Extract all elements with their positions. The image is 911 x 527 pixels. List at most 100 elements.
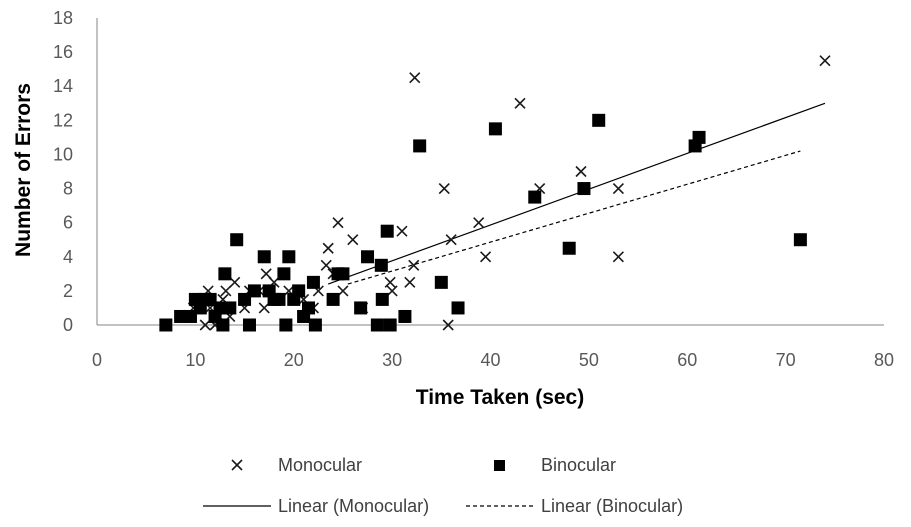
y-tick-label: 2: [63, 281, 73, 301]
monocular-point-stroke: [384, 276, 396, 288]
legend-item-linear-binocular: Linear (Binocular): [466, 496, 683, 516]
monocular-point: [384, 276, 396, 288]
binocular-point: [223, 301, 237, 315]
monocular-point-stroke: [260, 268, 272, 280]
monocular-point-stroke: [442, 319, 454, 331]
binocular-point: [451, 301, 465, 315]
monocular-point-stroke: [199, 319, 211, 331]
binocular-point: [272, 292, 286, 306]
monocular-point-stroke: [298, 293, 310, 305]
x-tick-label: 70: [776, 350, 796, 370]
y-axis-title: Number of Errors: [12, 83, 35, 257]
y-tick-label: 8: [63, 179, 73, 199]
monocular-point-stroke: [404, 276, 416, 288]
legend-monocular-label: Monocular: [278, 455, 362, 475]
monocular-point-stroke: [480, 251, 492, 263]
monocular-point: [473, 217, 485, 229]
binocular-point: [218, 267, 232, 281]
monocular-point: [322, 242, 334, 254]
monocular-point: [396, 225, 408, 237]
monocular-point: [320, 259, 332, 271]
y-tick-label: 12: [53, 110, 73, 130]
y-tick-label: 10: [53, 144, 73, 164]
monocular-point-stroke: [575, 165, 587, 178]
binocular-point: [292, 284, 306, 298]
monocular-point-stroke: [386, 285, 398, 297]
chart-axes: [96, 18, 884, 326]
legend: Monocular Binocular Linear (Monocular) L…: [203, 455, 683, 516]
y-tick-label: 18: [53, 8, 73, 28]
binocular-point: [183, 309, 197, 323]
binocular-point: [375, 292, 389, 306]
binocular-point: [242, 318, 256, 332]
legend-item-binocular: Binocular: [494, 455, 616, 475]
legend-monocular-marker-stroke: [231, 459, 243, 471]
binocular-point: [336, 267, 350, 281]
x-tick-label: 30: [382, 350, 402, 370]
x-tick-label: 0: [92, 350, 102, 370]
monocular-point: [404, 276, 416, 288]
monocular-point: [337, 285, 349, 297]
binocular-point: [398, 309, 412, 323]
binocular-point: [592, 113, 606, 127]
y-tick-label: 14: [53, 76, 73, 96]
monocular-point: [514, 97, 526, 109]
monocular-point-stroke: [229, 276, 241, 288]
binocular-point: [203, 292, 217, 306]
binocular-point: [282, 250, 296, 264]
monocular-point: [480, 251, 492, 263]
binocular-point: [692, 130, 706, 144]
monocular-point-stroke: [514, 97, 526, 109]
x-tick-label: 60: [677, 350, 697, 370]
binocular-point: [577, 182, 591, 196]
monocular-point: [438, 182, 450, 195]
binocular-point: [257, 250, 271, 264]
binocular-point: [374, 258, 388, 272]
legend-binocular-label: Binocular: [541, 455, 616, 475]
monocular-point-stroke: [258, 302, 270, 314]
monocular-point-stroke: [819, 55, 831, 67]
binocular-point: [354, 301, 368, 315]
monocular-point-stroke: [612, 182, 624, 195]
binocular-point: [159, 318, 173, 332]
monocular-point-stroke: [438, 182, 450, 195]
monocular-point-stroke: [408, 259, 420, 271]
binocular-point: [238, 292, 252, 306]
x-tick-label: 20: [284, 350, 304, 370]
y-tick-label: 0: [63, 315, 73, 335]
trendline-binocular: [347, 150, 801, 285]
monocular-point: [199, 319, 211, 331]
monocular-point: [258, 302, 270, 314]
monocular-point-stroke: [396, 225, 408, 237]
binocular-point: [302, 301, 316, 315]
data-markers: [159, 55, 831, 332]
monocular-point-stroke: [445, 234, 457, 246]
binocular-point: [413, 139, 427, 153]
monocular-point-stroke: [337, 285, 349, 297]
monocular-point-stroke: [320, 259, 332, 271]
monocular-point: [229, 276, 241, 288]
monocular-point: [332, 217, 344, 229]
monocular-point: [442, 319, 454, 331]
legend-linear-binocular-label: Linear (Binocular): [541, 496, 683, 516]
binocular-point: [174, 309, 188, 323]
binocular-point: [213, 301, 227, 315]
x-tick-label: 10: [185, 350, 205, 370]
monocular-point-stroke: [409, 72, 421, 84]
legend-binocular-marker: [494, 460, 505, 471]
y-tick-label: 6: [63, 213, 73, 233]
binocular-point: [488, 122, 502, 136]
tick-labels: 0 10 20 30 40 50 60 70 80 0 2 4 6 8 10 12 14 16 18: [53, 8, 894, 370]
monocular-point-stroke: [332, 217, 344, 229]
monocular-point-stroke: [612, 251, 624, 263]
monocular-point: [386, 285, 398, 297]
binocular-point: [383, 318, 397, 332]
legend-item-monocular: Monocular: [231, 455, 362, 475]
binocular-point: [247, 284, 261, 298]
binocular-point: [434, 275, 448, 289]
binocular-point: [528, 190, 542, 204]
monocular-point: [445, 234, 457, 246]
trendline-monocular: [327, 102, 826, 285]
y-tick-label: 16: [53, 42, 73, 62]
monocular-point-stroke: [283, 285, 295, 297]
